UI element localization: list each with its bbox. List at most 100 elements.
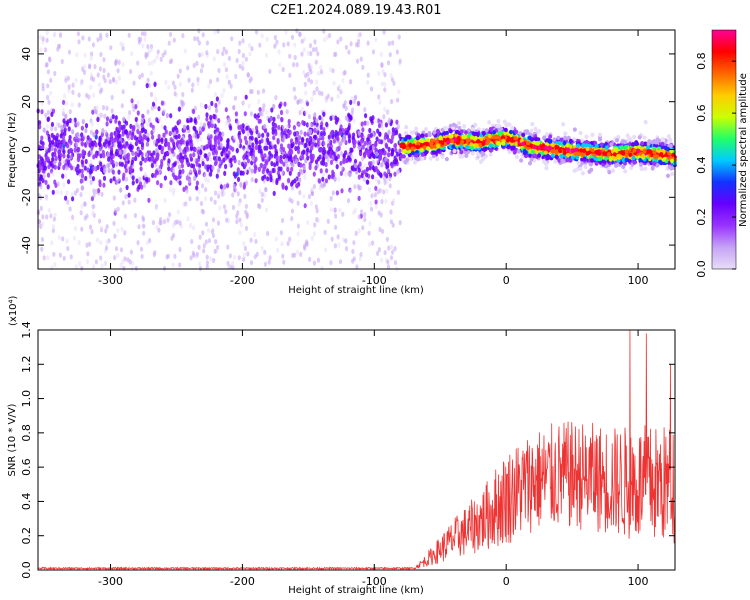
spectrogram-cell <box>365 166 369 172</box>
spectrogram-cell <box>363 140 367 146</box>
spectrogram-cell <box>248 166 252 172</box>
spectrogram-cell <box>147 61 151 67</box>
spectrogram-cell <box>44 47 48 53</box>
spectrogram-cell <box>389 244 394 250</box>
spectrogram-cell <box>277 124 281 131</box>
spectrogram-cell <box>541 158 546 164</box>
spectrogram-cell <box>387 40 391 47</box>
x-tick-label: 100 <box>628 575 649 588</box>
spectrogram-cell <box>576 160 581 166</box>
spectrogram-cell <box>99 161 103 167</box>
spectrogram-cell <box>166 253 170 259</box>
spectrogram-cell <box>225 74 229 80</box>
spectrogram-cell <box>562 140 567 146</box>
spectrogram-cell <box>361 225 365 231</box>
spectrogram-cell <box>303 174 307 180</box>
spectrogram-cell <box>123 148 127 154</box>
spectrogram-cell <box>310 145 314 151</box>
spectrogram-cell <box>39 205 43 211</box>
spectrogram-cell <box>213 248 217 254</box>
spectrogram-cell <box>268 144 272 150</box>
spectrogram-cell <box>253 113 257 119</box>
spectrogram-cell <box>547 139 552 144</box>
spectrogram-cell <box>384 198 388 204</box>
spectrogram-cell <box>384 156 388 162</box>
spectrogram-cell <box>273 34 277 41</box>
spectrogram-cell <box>532 144 537 150</box>
spectrogram-cell <box>107 156 111 162</box>
spectrogram-cell <box>62 139 66 145</box>
spectrogram-cell <box>309 129 313 135</box>
spectrogram-cell <box>117 169 121 175</box>
x-tick-label: 0 <box>503 575 510 588</box>
spectrogram-cell <box>377 138 382 145</box>
spectrogram-cell <box>344 150 348 156</box>
spectrogram-cell <box>288 236 292 242</box>
spectrogram-x-label: Height of straight line (km) <box>288 285 424 296</box>
spectrogram-cell <box>53 164 57 170</box>
spectrogram-cell <box>624 152 629 157</box>
spectrogram-cell <box>72 235 77 241</box>
spectrogram-cell <box>99 239 103 245</box>
spectrogram-cell <box>98 182 102 188</box>
spectrogram-cell <box>352 209 356 215</box>
spectrogram-cell <box>189 167 193 173</box>
spectrogram-cell <box>611 168 615 173</box>
spectrogram-cell <box>114 118 118 124</box>
spectrogram-cell <box>339 151 344 157</box>
spectrogram-cell <box>69 254 73 260</box>
spectrogram-cell <box>227 150 231 156</box>
spectrogram-cell <box>141 215 145 221</box>
spectrogram-cell <box>70 191 74 198</box>
spectrogram-cell <box>41 86 45 92</box>
spectrogram-cell <box>290 166 294 172</box>
spectrogram-cell <box>81 119 85 125</box>
spectrogram-cell <box>516 149 521 154</box>
spectrogram-cell <box>121 200 125 206</box>
spectrogram-cell <box>79 210 83 216</box>
spectrogram-cell <box>288 147 292 153</box>
spectrogram-cell <box>206 227 211 233</box>
spectrogram-cell <box>191 82 195 88</box>
spectrogram-cell <box>108 79 112 85</box>
spectrogram-cell <box>172 187 176 193</box>
spectrogram-cell <box>154 169 158 175</box>
spectrogram-cell <box>330 130 334 136</box>
spectrogram-cell <box>244 180 249 186</box>
spectrogram-cell <box>207 238 211 244</box>
spectrogram-cell <box>256 89 260 95</box>
spectrogram-cell <box>176 154 180 160</box>
spectrogram-cell <box>209 114 213 120</box>
spectrogram-cell <box>354 94 358 100</box>
spectrogram-cell <box>193 146 197 153</box>
spectrogram-cell <box>200 51 204 57</box>
spectrogram-cell <box>145 52 149 58</box>
spectrogram-cell <box>201 209 205 215</box>
spectrogram-cell <box>157 137 161 143</box>
spectrogram-cell <box>432 130 437 135</box>
spectrogram-cell <box>487 133 492 138</box>
spectrogram-cell <box>101 128 105 134</box>
spectrogram-cell <box>273 43 277 49</box>
spectrogram-cell <box>290 143 294 149</box>
spectrogram-cell <box>102 182 106 188</box>
spectrogram-cell <box>229 157 233 163</box>
spectrogram-cell <box>87 151 91 157</box>
spectrogram-cell <box>185 141 189 147</box>
spectrogram-cell <box>282 146 286 153</box>
spectrogram-cell <box>358 185 362 191</box>
spectrogram-cell <box>78 261 82 267</box>
spectrogram-cell <box>190 87 194 93</box>
spectrogram-cell <box>124 176 129 182</box>
spectrogram-cell <box>314 142 318 148</box>
spectrogram-cell <box>287 177 291 183</box>
spectrogram-cell <box>315 126 319 132</box>
spectrogram-cell <box>235 171 239 177</box>
spectrogram-cell <box>165 112 169 119</box>
spectrogram-cell <box>262 103 266 109</box>
spectrogram-cell <box>329 260 333 266</box>
spectrogram-cell <box>160 137 164 143</box>
spectrogram-cell <box>534 136 539 142</box>
spectrogram-cell <box>249 111 253 117</box>
spectrogram-cell <box>234 188 238 194</box>
